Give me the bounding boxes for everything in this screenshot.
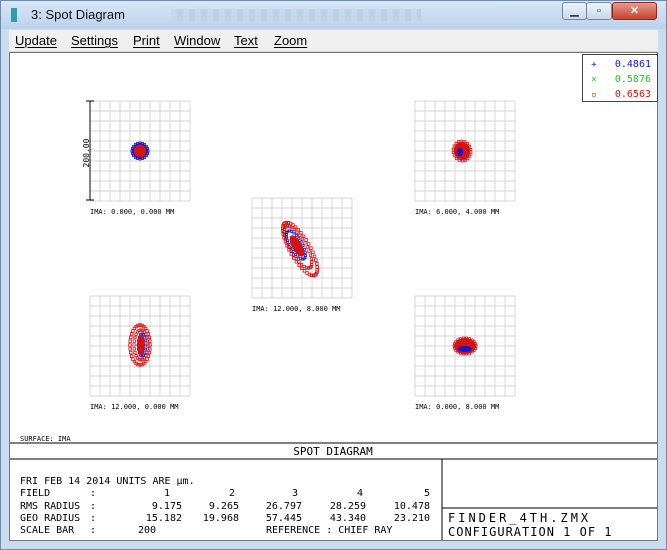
field-number-2: 2: [229, 488, 235, 499]
menu-window[interactable]: Window: [174, 33, 221, 48]
filename: FINDER_4TH.ZMX: [448, 511, 591, 525]
legend-marker-2: ×: [591, 75, 596, 85]
rms-value-1: 9.175: [152, 501, 182, 512]
geo-value-2: 19.968: [203, 513, 239, 524]
legend-marker-3: ▫: [591, 90, 596, 100]
field-row-label: FIELD: [20, 488, 50, 499]
field-label-5: IMA: 0.000, 8.000 MM: [415, 403, 499, 411]
title-bar[interactable]: 3: Spot Diagram ▁ ▫ ✕: [1, 1, 666, 29]
scale-bar-row-label: SCALE BAR: [20, 525, 75, 536]
spot-pattern-1: [130, 141, 150, 161]
scale-bar-label: 200.00: [82, 138, 91, 167]
maximize-icon: ▫: [597, 5, 601, 17]
rms-value-2: 9.265: [209, 501, 239, 512]
rms-row-label: RMS RADIUS: [20, 501, 80, 512]
field-number-5: 5: [424, 488, 430, 499]
legend-svg: + 0.4861 × 0.5876 ▫ 0.6563: [591, 59, 651, 100]
wavelength-legend: + 0.4861 × 0.5876 ▫ 0.6563: [582, 54, 658, 102]
rms-value-4: 28.259: [330, 501, 366, 512]
field-number-3: 3: [292, 488, 298, 499]
spot-pattern-3: [280, 220, 319, 278]
scale-bar-row-sep: :: [90, 525, 96, 536]
geo-value-5: 23.210: [394, 513, 430, 524]
field-label-4: IMA: 12.000, 0.000 MM: [90, 403, 179, 411]
field-label-1: IMA: 0.000, 0.000 MM: [90, 208, 174, 216]
plot-area: 200.00 IMA: 0.000, 0.000 MM IMA: 6.000, …: [9, 52, 658, 541]
field-number-4: 4: [357, 488, 363, 499]
close-icon: ✕: [629, 5, 640, 17]
legend-wavelength-1: 0.4861: [615, 59, 651, 70]
menu-update[interactable]: Update: [15, 33, 57, 48]
spot-pattern-5: [452, 336, 478, 356]
menu-bar: Update Settings Print Window Text Zoom: [9, 30, 658, 51]
minimize-icon: ▁: [570, 5, 579, 17]
configuration: CONFIGURATION 1 OF 1: [448, 525, 613, 539]
geo-row-sep: :: [90, 513, 96, 524]
menu-text[interactable]: Text: [234, 33, 258, 48]
reference: REFERENCE : CHIEF RAY: [266, 525, 392, 536]
menu-zoom[interactable]: Zoom: [274, 33, 308, 48]
geo-value-4: 43.340: [330, 513, 366, 524]
spot-pattern-2: [451, 139, 473, 163]
spot-grid-1: [89, 100, 191, 202]
geo-value-3: 57.445: [266, 513, 302, 524]
spot-diagram-canvas: 200.00 IMA: 0.000, 0.000 MM IMA: 6.000, …: [10, 100, 657, 540]
surface-label: SURFACE: IMA: [20, 435, 71, 443]
field-label-3: IMA: 12.000, 8.000 MM: [252, 305, 341, 313]
rms-value-3: 26.797: [266, 501, 302, 512]
close-button[interactable]: ✕: [612, 2, 657, 20]
field-row-sep: :: [90, 488, 96, 499]
minimize-button[interactable]: ▁: [562, 2, 587, 20]
legend-wavelength-3: 0.6563: [615, 89, 651, 100]
spot-grid-3: [251, 197, 353, 299]
menu-print[interactable]: Print: [133, 33, 160, 48]
geo-value-1: 15.182: [146, 513, 182, 524]
rms-value-5: 10.478: [394, 501, 430, 512]
info-panel: SPOT DIAGRAM FRI FEB 14 2014 UNITS ARE µ…: [10, 442, 657, 540]
geo-row-label: GEO RADIUS: [20, 513, 80, 524]
maximize-button[interactable]: ▫: [586, 2, 612, 20]
scale-bar: 200.00: [82, 100, 94, 201]
rms-row-sep: :: [90, 501, 96, 512]
window-title: 3: Spot Diagram: [31, 7, 125, 22]
field-label-2: IMA: 6.000, 4.000 MM: [415, 208, 499, 216]
scale-bar-value: 200: [138, 525, 156, 536]
legend-wavelength-2: 0.5876: [615, 74, 651, 85]
blurred-title-area: [171, 9, 421, 21]
date-units: FRI FEB 14 2014 UNITS ARE µm.: [20, 476, 195, 487]
app-icon: [11, 8, 17, 22]
spot-pattern-4: [128, 323, 152, 367]
info-heading: SPOT DIAGRAM: [293, 445, 373, 458]
legend-marker-1: +: [591, 60, 597, 70]
field-number-1: 1: [164, 488, 170, 499]
menu-settings[interactable]: Settings: [71, 33, 118, 48]
